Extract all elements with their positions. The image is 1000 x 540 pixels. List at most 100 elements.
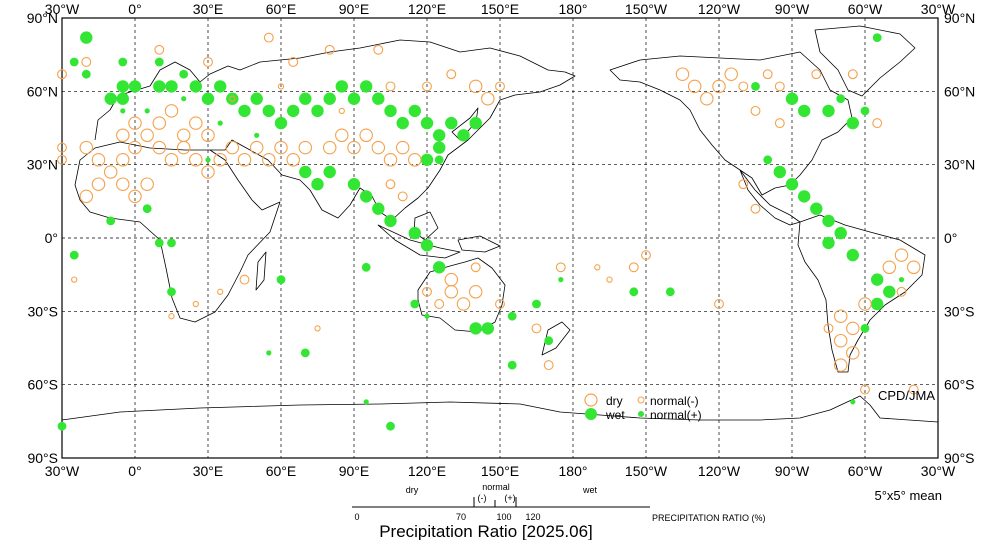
wet-symbol: [299, 165, 312, 179]
lon-label-bottom-11: 60°W: [848, 463, 883, 479]
wet-symbol: [469, 116, 482, 130]
scale-normal-label: normal: [482, 482, 510, 492]
legend-wet-label: wet: [605, 408, 625, 422]
dry-symbol: [408, 153, 422, 167]
dry-symbol: [274, 140, 288, 155]
dry-symbol: [446, 69, 457, 80]
wet-symbol: [167, 287, 176, 297]
wet-symbol: [154, 57, 164, 67]
dry-symbol: [470, 262, 481, 273]
lon-label-top-6: 150°E: [481, 1, 519, 17]
wet-symbol: [846, 248, 859, 262]
wet-symbol: [360, 190, 373, 203]
africa-coast: [74, 141, 281, 323]
wet-symbol: [120, 108, 126, 114]
dry-symbol: [385, 179, 396, 190]
legend-normal-plus-symbol: [638, 411, 644, 417]
lon-label-top-8: 150°W: [625, 1, 668, 17]
dry-symbol: [152, 140, 167, 155]
lat-label-right-5: 60°S: [944, 377, 975, 393]
dry-symbol: [846, 321, 860, 336]
dry-symbol: [324, 44, 335, 55]
wet-symbol: [860, 106, 870, 116]
dry-symbol: [189, 153, 203, 167]
antarctica-coast: [61, 395, 939, 423]
central-america-coast: [739, 169, 801, 226]
dry-symbol: [81, 57, 92, 67]
wet-symbol: [262, 104, 275, 118]
wet-symbol: [323, 92, 336, 105]
wet-symbol: [822, 104, 835, 118]
dry-symbol: [373, 44, 384, 55]
dry-symbol: [833, 358, 848, 372]
dry-symbol: [164, 153, 179, 167]
dry-symbol: [71, 276, 78, 283]
dry-symbol: [79, 189, 94, 204]
dry-symbol: [128, 189, 142, 204]
wet-symbol: [254, 132, 260, 138]
lon-label-top-2: 30°E: [193, 1, 224, 17]
scale-tick-120: 120: [525, 512, 540, 522]
dry-symbol: [140, 177, 154, 191]
wet-symbol: [785, 92, 799, 105]
dry-symbol: [714, 299, 724, 309]
dry-symbol: [628, 262, 639, 273]
wet-symbol: [834, 226, 847, 240]
dry-symbol: [762, 69, 773, 80]
dry-symbol: [103, 165, 118, 179]
wet-symbol: [311, 104, 324, 118]
dry-symbol: [594, 264, 601, 271]
dry-symbol: [371, 140, 386, 155]
wet-symbol: [469, 322, 482, 335]
dry-symbol: [481, 91, 495, 106]
dry-symbol: [468, 79, 483, 94]
dry-symbol: [846, 346, 860, 360]
dry-symbol: [277, 83, 285, 90]
lon-label-top-4: 90°E: [339, 1, 370, 17]
scale-normal-plus: (+): [504, 493, 515, 503]
dry-symbol: [263, 32, 274, 43]
dry-symbol: [288, 57, 299, 67]
wet-symbol: [144, 108, 150, 114]
madagascar-coast: [255, 251, 267, 291]
wet-symbol: [846, 116, 859, 130]
wet-symbol: [189, 80, 202, 93]
wet-symbol: [384, 214, 397, 228]
dry-symbol: [858, 297, 872, 311]
dry-symbol: [906, 260, 921, 275]
lat-label-left-6: 90°S: [27, 450, 58, 466]
wet-symbol: [871, 273, 884, 286]
wet-symbol: [214, 80, 227, 93]
wet-symbol: [871, 297, 884, 311]
dry-symbol: [225, 140, 240, 155]
legend-dry-label: dry: [606, 394, 623, 408]
lon-label-bottom-7: 180°: [559, 463, 588, 479]
lat-labels-right: 90°N 60°N 30°N 0° 30°S 60°S 90°S: [944, 10, 975, 466]
dry-symbol: [383, 153, 398, 167]
ratio-scale: dry normal (-) (+) wet 0 70 100 120 PREC…: [352, 482, 766, 523]
lat-label-right-6: 90°S: [944, 450, 975, 466]
wet-symbol: [408, 226, 421, 240]
wet-symbol: [558, 277, 564, 283]
wet-symbol: [433, 261, 446, 274]
precipitation-symbols: [57, 31, 921, 431]
lat-label-right-1: 60°N: [944, 83, 975, 99]
europe-coast: [94, 61, 261, 141]
legend-normal-minus-label: normal(-): [650, 394, 699, 408]
scale-axis-title: PRECIPITATION RATIO (%): [652, 513, 766, 523]
dry-symbol: [347, 140, 361, 155]
dry-symbol: [750, 203, 761, 214]
dry-symbol: [217, 288, 224, 295]
lon-label-bottom-0: 30°W: [45, 463, 80, 479]
dry-symbol: [882, 260, 897, 275]
wet-symbol: [335, 80, 348, 93]
lon-label-bottom-12: 30°W: [921, 463, 956, 479]
wet-symbol: [433, 141, 446, 154]
dry-symbol: [495, 299, 505, 309]
dry-symbol: [91, 153, 106, 167]
dry-symbol: [192, 300, 199, 308]
dry-symbol: [823, 323, 834, 334]
dry-symbol: [140, 128, 154, 143]
dry-symbol: [397, 191, 408, 202]
dry-symbol: [555, 262, 566, 273]
